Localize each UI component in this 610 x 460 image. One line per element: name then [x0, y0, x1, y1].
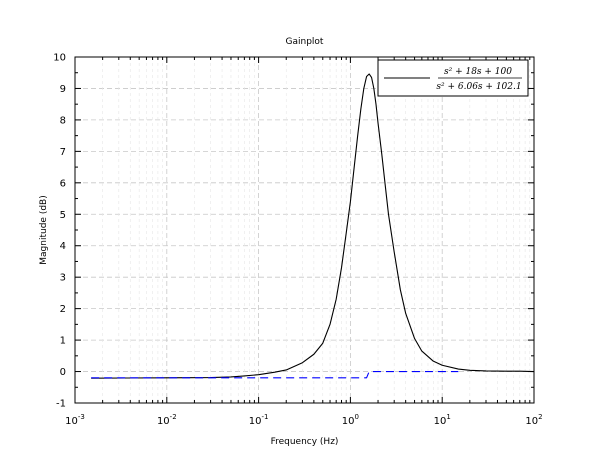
- legend-denominator: s² + 6.06s + 102.1: [436, 82, 521, 92]
- x-tick-label: 101: [434, 413, 451, 427]
- y-tick-label: 0: [60, 367, 66, 378]
- series-lines: [91, 73, 535, 379]
- y-tick-label: 7: [60, 147, 66, 158]
- y-tick-label: 10: [53, 53, 66, 64]
- x-tick-label: 100: [342, 413, 359, 427]
- y-tick-label: 6: [60, 178, 66, 189]
- x-tick-label: 10-2: [157, 413, 177, 427]
- y-tick-label: 3: [60, 273, 66, 284]
- x-axis-label: Frequency (Hz): [271, 437, 339, 447]
- axis-ticks: -1 0 1 2 3 4 5 6 7 8 9 10 10-3 10-2 10-1 100 101 102: [53, 53, 542, 428]
- y-tick-label: 4: [60, 241, 66, 252]
- y-axis-label: Magnitude (dB): [39, 195, 49, 264]
- x-tick-label: 102: [525, 413, 542, 427]
- y-tick-label: 5: [60, 210, 66, 221]
- chart-title: Gainplot: [286, 37, 324, 47]
- x-tick-label: 10-3: [65, 413, 85, 427]
- dashed-reference-line: [91, 371, 459, 379]
- legend: s² + 18s + 100 s² + 6.06s + 102.1: [377, 59, 529, 97]
- y-tick-label: 9: [60, 84, 66, 95]
- grid: [75, 57, 534, 403]
- y-tick-label: 1: [60, 336, 66, 347]
- gain-curve-line: [91, 73, 535, 379]
- x-tick-label: 10-1: [249, 413, 269, 427]
- legend-numerator: s² + 18s + 100: [444, 67, 512, 77]
- y-tick-label: 2: [60, 304, 66, 315]
- y-tick-label: -1: [56, 399, 66, 410]
- y-tick-label: 8: [60, 115, 66, 126]
